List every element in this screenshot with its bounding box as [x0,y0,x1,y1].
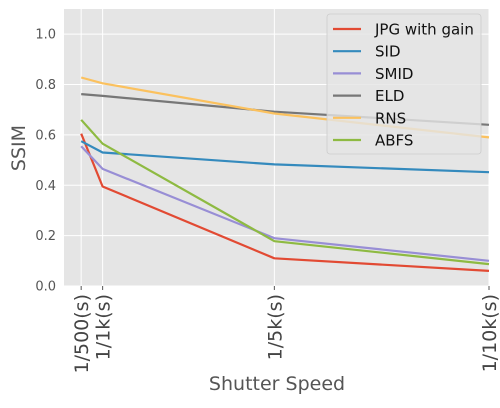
grid [64,9,490,287]
y-tick-label: 0.4 [35,179,56,194]
y-tick-label: 0.6 [35,128,56,143]
x-tick-label: 1/10k(s) [479,294,500,372]
legend-label: ABFS [375,132,413,150]
legend-box [326,13,482,155]
series-line [80,140,490,174]
legend-label: SMID [375,65,413,83]
x-axis-label: Shutter Speed [209,373,345,395]
legend-label: SID [375,43,401,61]
series-lines [80,76,490,272]
legend: JPG with gain SID SMID ELD RNS ABFS [326,13,482,155]
x-tick-label: 1/5k(s) [264,294,286,360]
legend-label: RNS [375,109,406,127]
series-line [80,133,490,272]
y-tick-label: 0.2 [35,229,56,244]
y-tick-label: 0.0 [35,280,56,295]
y-axis-ticks: 0.0 0.2 0.4 0.6 0.8 1.0 [35,28,56,295]
series-line [80,119,490,266]
x-tick-label: 1/500(s) [71,294,93,373]
y-axis-label: SSIM [8,125,30,171]
y-tick-label: 0.8 [35,78,56,93]
x-axis-ticks: 1/500(s) 1/1k(s) 1/5k(s) 1/10k(s) [71,286,500,373]
series-line [80,145,490,262]
legend-label: JPG with gain [374,21,474,39]
legend-label: ELD [375,87,404,105]
x-tick-label: 1/1k(s) [93,294,115,360]
y-tick-label: 1.0 [35,28,56,43]
